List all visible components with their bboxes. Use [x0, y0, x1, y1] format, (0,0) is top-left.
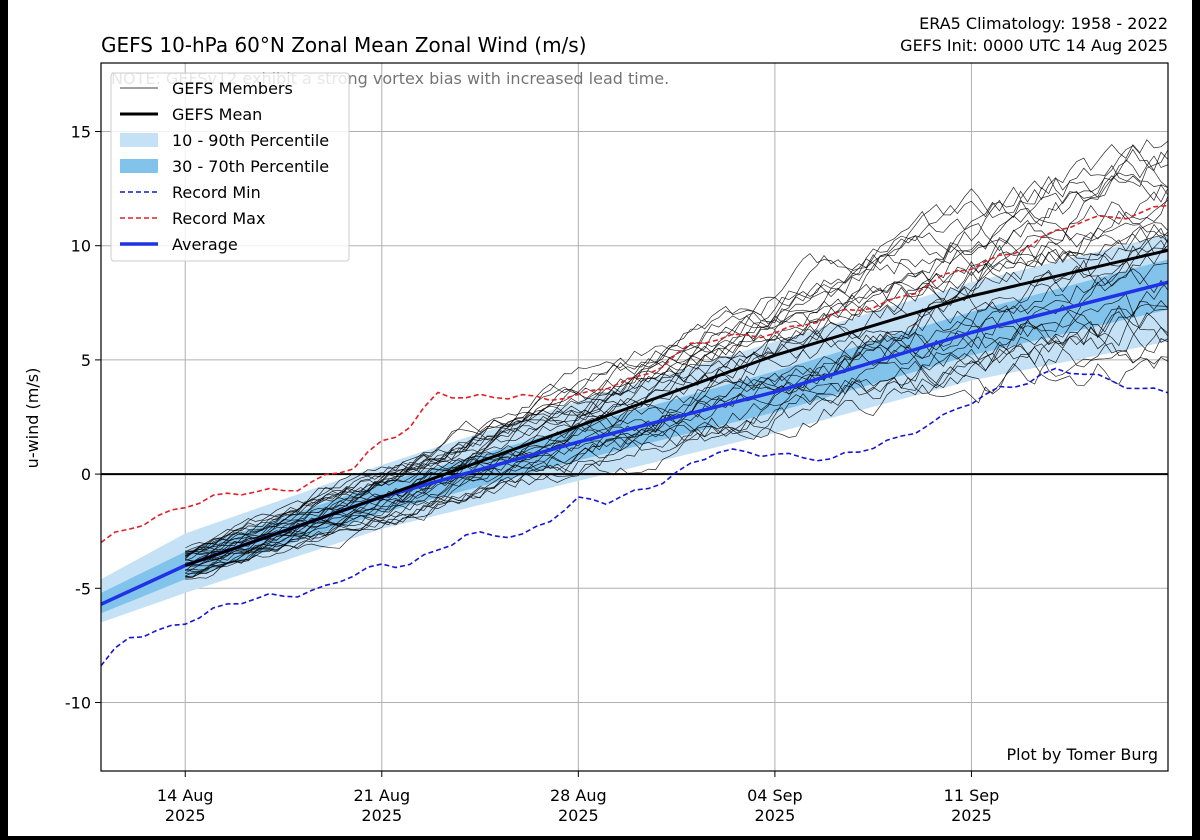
member-line — [185, 300, 1168, 566]
member-line — [185, 258, 1168, 566]
legend: GEFS Members GEFS Mean 10 - 90th Percent… — [110, 72, 350, 262]
legend-label-average: Average — [172, 235, 238, 254]
member-line — [184, 235, 1168, 559]
x-tick-label: 14 Aug — [157, 786, 214, 805]
x-tick-year-label: 2025 — [165, 806, 206, 825]
climatology-label: ERA5 Climatology: 1958 - 2022 — [919, 14, 1168, 33]
gefs-mean-line — [184, 248, 1168, 567]
member-line — [185, 149, 1168, 552]
legend-swatch-30-70 — [120, 159, 158, 173]
member-line — [185, 326, 1168, 577]
legend-label-members: GEFS Members — [172, 79, 293, 98]
legend-label-record-max: Record Max — [172, 209, 265, 228]
member-line — [185, 312, 1168, 578]
member-line — [185, 268, 1168, 572]
y-tick-label: 15 — [71, 123, 91, 142]
credit-label: Plot by Tomer Burg — [1007, 745, 1158, 764]
chart-title: GEFS 10-hPa 60°N Zonal Mean Zonal Wind (… — [101, 33, 587, 57]
x-tick-year-label: 2025 — [558, 806, 599, 825]
y-tick-label: -5 — [75, 579, 91, 598]
x-tick-year-label: 2025 — [951, 806, 992, 825]
y-tick-label: 0 — [81, 465, 91, 484]
chart-svg: GEFS 10-hPa 60°N Zonal Mean Zonal Wind (… — [23, 14, 1169, 825]
member-line — [185, 222, 1168, 562]
plot-area — [101, 139, 1168, 667]
member-line — [185, 343, 1168, 580]
legend-box — [110, 72, 350, 262]
member-line — [185, 245, 1168, 566]
record-max-line — [101, 204, 1168, 544]
member-line — [185, 139, 1168, 549]
y-tick-label: 5 — [81, 351, 91, 370]
chart-figure: GEFS 10-hPa 60°N Zonal Mean Zonal Wind (… — [8, 0, 1192, 836]
x-tick-year-label: 2025 — [755, 806, 796, 825]
x-tick-label: 28 Aug — [550, 786, 607, 805]
member-line — [185, 148, 1168, 553]
legend-swatch-10-90 — [120, 133, 158, 147]
member-line — [184, 195, 1168, 560]
x-tick-year-label: 2025 — [361, 806, 402, 825]
legend-label-10-90: 10 - 90th Percentile — [172, 131, 329, 150]
member-line — [185, 175, 1168, 553]
member-line — [185, 233, 1168, 564]
band-30-70 — [101, 259, 1168, 614]
y-tick-label: -10 — [65, 693, 91, 712]
member-line — [185, 187, 1168, 557]
legend-label-mean: GEFS Mean — [172, 105, 262, 124]
init-time-label: GEFS Init: 0000 UTC 14 Aug 2025 — [900, 36, 1168, 55]
legend-label-30-70: 30 - 70th Percentile — [172, 157, 329, 176]
y-tick-label: 10 — [71, 237, 91, 256]
record-min-line — [101, 367, 1168, 667]
y-axis-label: u-wind (m/s) — [23, 368, 42, 469]
x-tick-label: 11 Sep — [944, 786, 1000, 805]
x-tick-label: 21 Aug — [353, 786, 410, 805]
x-tick-label: 04 Sep — [747, 786, 803, 805]
member-line — [185, 155, 1168, 554]
legend-label-record-min: Record Min — [172, 183, 261, 202]
plot-frame — [100, 62, 1169, 772]
member-line — [185, 145, 1168, 554]
